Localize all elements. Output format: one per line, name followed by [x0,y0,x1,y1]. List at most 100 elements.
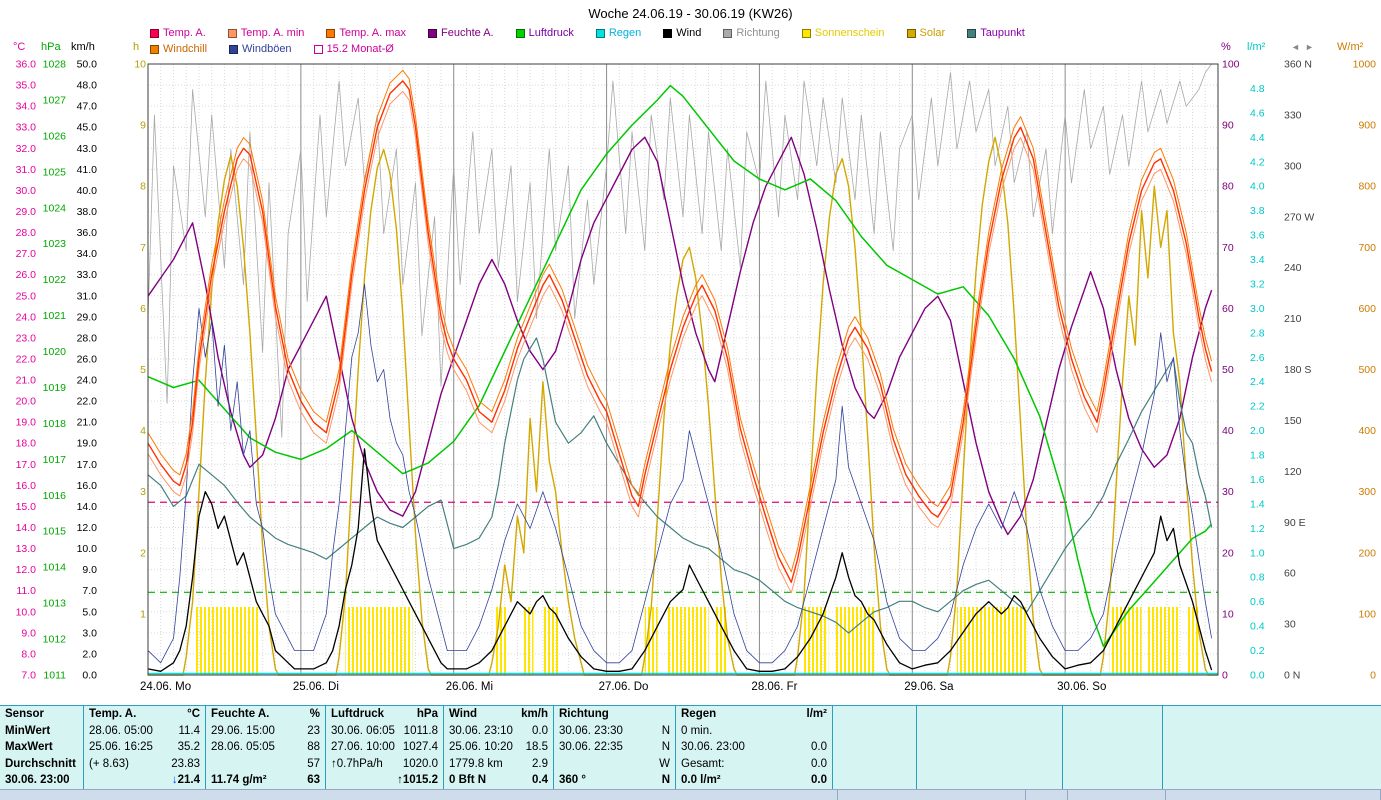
axis-tick-label: 45.0 [77,122,98,134]
legend-item-richtung: Richtung [723,27,780,39]
axis-tick-label: 60 [1222,303,1234,315]
axis-tick-label: 19.0 [16,417,37,429]
stats-cell [833,706,917,723]
axis-unit-kmh: km/h [71,41,95,53]
axis-tick-label: 28.0 [77,332,98,344]
axis-tick-label: 0 N [1284,670,1300,682]
axis-tick-label: 2.4 [1250,376,1265,388]
stats-cell: 57 [206,755,326,772]
axis-tick-label: 1025 [43,166,67,178]
axis-tick-label: 1023 [43,238,67,250]
axis-tick-label: 1013 [43,598,67,610]
axis-tick-label: 0 [1370,670,1376,682]
series-feuchte [147,136,1213,536]
axis-tick-label: 270 W [1284,211,1314,223]
axis-tick-label: 12.0 [77,522,98,534]
axis-tick-label: 3.6 [1250,230,1265,242]
legend-label: Wind [676,27,702,39]
axis-tick-label: 24.0 [77,375,98,387]
stats-cell: Luftdruck hPa [326,706,444,723]
axis-tick-label: 0.4 [1250,621,1265,633]
plot-area[interactable] [148,64,1218,675]
axis-tick-label: 4.6 [1250,107,1265,119]
axis-tick-label: 2.0 [1250,425,1265,437]
axis-tick-label: 34.0 [77,248,98,260]
stats-cell: Wind km/h [444,706,554,723]
axis-tick-label: 2.0 [82,648,97,660]
trend-down-icon: ↓ [171,774,178,787]
axis-tick-label: 10 [134,59,146,71]
stats-cell: 30.06. 23:00 0.0 [676,739,833,756]
axis-tick-label: 0.2 [1250,645,1265,657]
status-segment [1026,790,1068,800]
stats-cell: 30.06. 23:30 N [554,722,676,739]
legend-swatch-taupunkt [967,28,977,38]
axis-tick-label: 4.4 [1250,132,1265,144]
axis-tick-label: 1016 [43,490,67,502]
page-title: Woche 24.06.19 - 30.06.19 (KW26) [588,6,793,21]
axis-nav-left-icon[interactable]: ◄ [1291,42,1300,52]
legend-item-luftdruck: Luftdruck [515,27,574,39]
stats-cell [833,755,917,772]
legend-swatch-windböen [229,44,239,54]
axis-tick-label: 22.0 [77,396,98,408]
sunshine-bars [1186,607,1199,675]
stats-cell [1063,706,1163,723]
axis-tick-label: 5.0 [82,606,97,618]
axis-tick-label: 1011 [43,670,66,682]
axis-tick-label: 1027 [43,94,67,106]
series-temp-max [147,69,1213,573]
axis-tick-label: 6 [140,303,146,315]
x-axis-day-label: 26.06. Mi [446,681,493,693]
sunshine-bars [542,607,559,675]
series-taupunkt [147,337,1213,634]
axis-tick-label: 36.0 [77,227,98,239]
stats-cell [1063,739,1163,756]
axis-tick-label: 21.0 [16,375,37,387]
axis-tick-label: 300 [1284,160,1302,172]
axis-tick-label: 7 [140,242,146,254]
legend-row-1: Temp. A. Temp. A. min Temp. A. max Feuchte … [150,27,1025,39]
axis-tick-label: 10 [1222,608,1234,620]
axis-tick-label: 23.0 [16,332,37,344]
axis-tick-label: 200 [1358,547,1376,559]
stats-cell [917,739,1063,756]
axis-unit-c: °C [13,41,26,53]
legend-item-solar: Solar [906,27,945,39]
axis-tick-label: 20.0 [16,396,37,408]
stats-cell [1163,706,1381,723]
axis-tick-label: 19.0 [77,438,98,450]
legend-label: 15.2 Monat-Ø [326,43,394,55]
axis-unit-pct: % [1221,41,1231,53]
series-wind [147,448,1213,672]
stats-cell [917,772,1063,789]
stats-cell: 29.06. 15:00 23 [206,722,326,739]
axis-tick-label: 1.4 [1250,498,1265,510]
axis-tick-label: 30 [1284,619,1296,631]
axis-tick-label: 1020 [43,346,67,358]
stats-row-30-06-23-00: 30.06. 23:00 ↓21.4 11.74 g/m² 63 ↑1015.2 0 Bf… [0,772,1381,789]
axis-unit-h: h [133,41,140,53]
axis-tick-label: 1012 [43,634,67,646]
axis-tick-label: 11.0 [16,585,36,597]
plot-border [147,63,1219,676]
axis-tick-label: 34.0 [16,101,37,113]
axis-tick-label: 3.0 [82,627,97,639]
axis-tick-label: 14.0 [16,522,37,534]
stats-cell: Regen l/m² [676,706,833,723]
axis-tick-label: 8 [140,181,146,193]
stats-cell: ↑1015.2 [326,772,444,789]
axis-tick-label: 1014 [43,562,67,574]
legend-item-sonnenschein: Sonnenschein [801,27,885,39]
legend-swatch-regen [595,28,605,38]
axis-tick-label: 40.0 [77,185,98,197]
axis-tick-label: 100 [1358,608,1376,620]
legend-item-temp-a: Temp. A. [150,27,206,39]
axis-tick-label: 41.0 [77,164,98,176]
axis-tick-label: 43.0 [77,143,98,155]
axis-nav-right-icon[interactable]: ► [1305,42,1314,52]
axis-tick-label: 16.0 [16,480,37,492]
axis-tick-label: 47.0 [77,101,98,113]
axis-tick-label: 27.0 [16,248,37,260]
